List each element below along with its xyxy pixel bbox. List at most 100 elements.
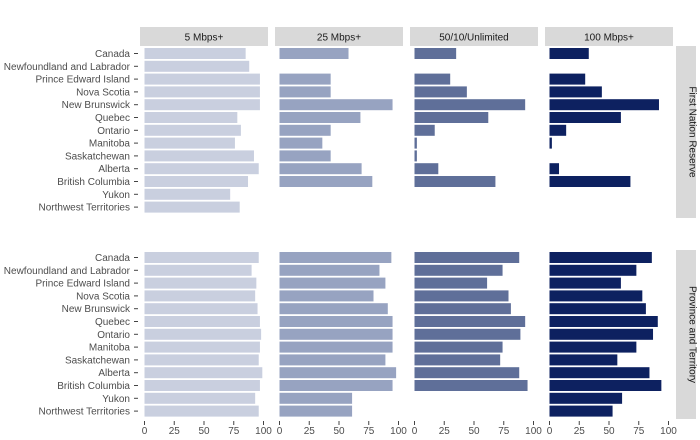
- bar-25-mbps-ontario: [279, 124, 331, 136]
- category-label: Quebec: [95, 317, 130, 328]
- bar-50-10-unlimited-newfoundland-and-labrador: [414, 264, 503, 276]
- facet-label-first-nation-reserve: First Nation Reserve: [687, 86, 698, 178]
- bar-50-10-unlimited-manitoba: [414, 341, 503, 353]
- category-label: British Columbia: [57, 381, 130, 392]
- facet-strip-50-10-unlimited: [410, 27, 538, 46]
- bar-50-10-unlimited-prince-edward-island: [414, 73, 451, 85]
- bar-50-10-unlimited-manitoba: [414, 137, 417, 149]
- category-label: Northwest Territories: [38, 407, 130, 418]
- bar-5-mbps-yukon: [144, 392, 256, 404]
- category-label: Prince Edward Island: [36, 75, 131, 86]
- bar-100-mbps-british-columbia: [549, 380, 662, 391]
- bar-5-mbps-prince-edward-island: [144, 277, 257, 289]
- bar-25-mbps-nova-scotia: [279, 86, 331, 98]
- bar-100-mbps-manitoba: [549, 341, 637, 353]
- bar-5-mbps-nova-scotia: [144, 290, 256, 302]
- bar-25-mbps-new-brunswick: [279, 99, 393, 111]
- bar-100-mbps-newfoundland-and-labrador: [549, 264, 637, 276]
- bar-100-mbps-ontario: [549, 328, 654, 340]
- bar-50-10-unlimited-quebec: [414, 316, 526, 327]
- bar-25-mbps-newfoundland-and-labrador: [279, 264, 380, 276]
- bar-5-mbps-northwest-territories: [144, 201, 240, 213]
- bar-5-mbps-manitoba: [144, 341, 260, 353]
- bar-100-mbps-saskatchewan: [549, 354, 618, 366]
- x-tick-label: 0: [277, 426, 283, 437]
- bar-25-mbps-british-columbia: [279, 380, 393, 391]
- category-label: Nova Scotia: [76, 87, 130, 98]
- bar-5-mbps-saskatchewan: [144, 150, 254, 162]
- facet-strip-25-mbps: [275, 27, 403, 46]
- x-tick-label: 100: [255, 426, 272, 437]
- bar-5-mbps-alberta: [144, 163, 259, 175]
- bar-50-10-unlimited-british-columbia: [414, 176, 496, 187]
- bar-100-mbps-ontario: [549, 124, 567, 136]
- facet-label-50-10-unlimited: 50/10/Unlimited: [439, 33, 508, 44]
- bar-100-mbps-northwest-territories: [549, 405, 613, 417]
- category-label: British Columbia: [57, 177, 130, 188]
- category-label: Ontario: [97, 330, 130, 341]
- x-tick-label: 75: [498, 426, 510, 437]
- bar-5-mbps-alberta: [144, 367, 263, 379]
- bar-5-mbps-new-brunswick: [144, 303, 258, 315]
- bar-50-10-unlimited-saskatchewan: [414, 354, 501, 366]
- bar-50-10-unlimited-british-columbia: [414, 380, 528, 391]
- bar-5-mbps-manitoba: [144, 137, 235, 149]
- bar-100-mbps-prince-edward-island: [549, 73, 586, 85]
- x-tick-label: 25: [439, 426, 451, 437]
- bar-100-mbps-alberta: [549, 163, 560, 175]
- bar-100-mbps-new-brunswick: [549, 303, 646, 315]
- bar-25-mbps-quebec: [279, 112, 361, 123]
- x-tick-label: 25: [304, 426, 316, 437]
- x-tick-label: 0: [142, 426, 148, 437]
- bar-25-mbps-northwest-territories: [279, 405, 353, 417]
- bar-100-mbps-yukon: [549, 392, 623, 404]
- x-tick-label: 75: [228, 426, 240, 437]
- category-label: New Brunswick: [62, 100, 131, 111]
- category-label: Ontario: [97, 126, 130, 137]
- bar-25-mbps-alberta: [279, 163, 362, 175]
- bar-50-10-unlimited-ontario: [414, 124, 435, 136]
- bar-50-10-unlimited-alberta: [414, 163, 439, 175]
- x-tick-label: 50: [603, 426, 615, 437]
- category-label: Saskatchewan: [65, 151, 130, 162]
- x-tick-label: 100: [390, 426, 407, 437]
- bar-5-mbps-newfoundland-and-labrador: [144, 60, 250, 72]
- bar-25-mbps-canada: [279, 252, 392, 263]
- x-tick-label: 75: [633, 426, 645, 437]
- bar-5-mbps-british-columbia: [144, 380, 260, 391]
- bar-50-10-unlimited-canada: [414, 252, 520, 263]
- bar-100-mbps-prince-edward-island: [549, 277, 621, 289]
- category-label: Newfoundland and Labrador: [4, 266, 131, 277]
- x-tick-label: 100: [525, 426, 542, 437]
- bar-5-mbps-canada: [144, 252, 259, 263]
- bar-5-mbps-saskatchewan: [144, 354, 259, 366]
- category-label: Quebec: [95, 113, 130, 124]
- bar-5-mbps-newfoundland-and-labrador: [144, 264, 252, 276]
- bar-25-mbps-new-brunswick: [279, 303, 388, 315]
- x-tick-label: 75: [363, 426, 375, 437]
- bar-50-10-unlimited-saskatchewan: [414, 150, 417, 162]
- x-tick-label: 0: [412, 426, 418, 437]
- x-tick-label: 25: [169, 426, 181, 437]
- bar-100-mbps-british-columbia: [549, 176, 631, 187]
- bar-100-mbps-quebec: [549, 316, 658, 327]
- bar-100-mbps-new-brunswick: [549, 99, 659, 111]
- bar-25-mbps-british-columbia: [279, 176, 373, 187]
- bar-25-mbps-quebec: [279, 316, 393, 327]
- bar-50-10-unlimited-canada: [414, 48, 457, 59]
- category-label: Newfoundland and Labrador: [4, 62, 131, 73]
- category-label: Canada: [95, 49, 130, 60]
- bar-5-mbps-yukon: [144, 188, 231, 200]
- facet-label-100-mbps: 100 Mbps+: [584, 33, 634, 44]
- bar-50-10-unlimited-quebec: [414, 112, 489, 123]
- bar-25-mbps-ontario: [279, 328, 393, 340]
- bar-5-mbps-nova-scotia: [144, 86, 260, 98]
- x-tick-label: 100: [660, 426, 677, 437]
- bar-5-mbps-quebec: [144, 316, 260, 327]
- bar-25-mbps-prince-edward-island: [279, 277, 386, 289]
- x-tick-label: 50: [333, 426, 345, 437]
- bar-50-10-unlimited-nova-scotia: [414, 290, 509, 302]
- bar-25-mbps-manitoba: [279, 341, 393, 353]
- facet-strip-100-mbps: [545, 27, 673, 46]
